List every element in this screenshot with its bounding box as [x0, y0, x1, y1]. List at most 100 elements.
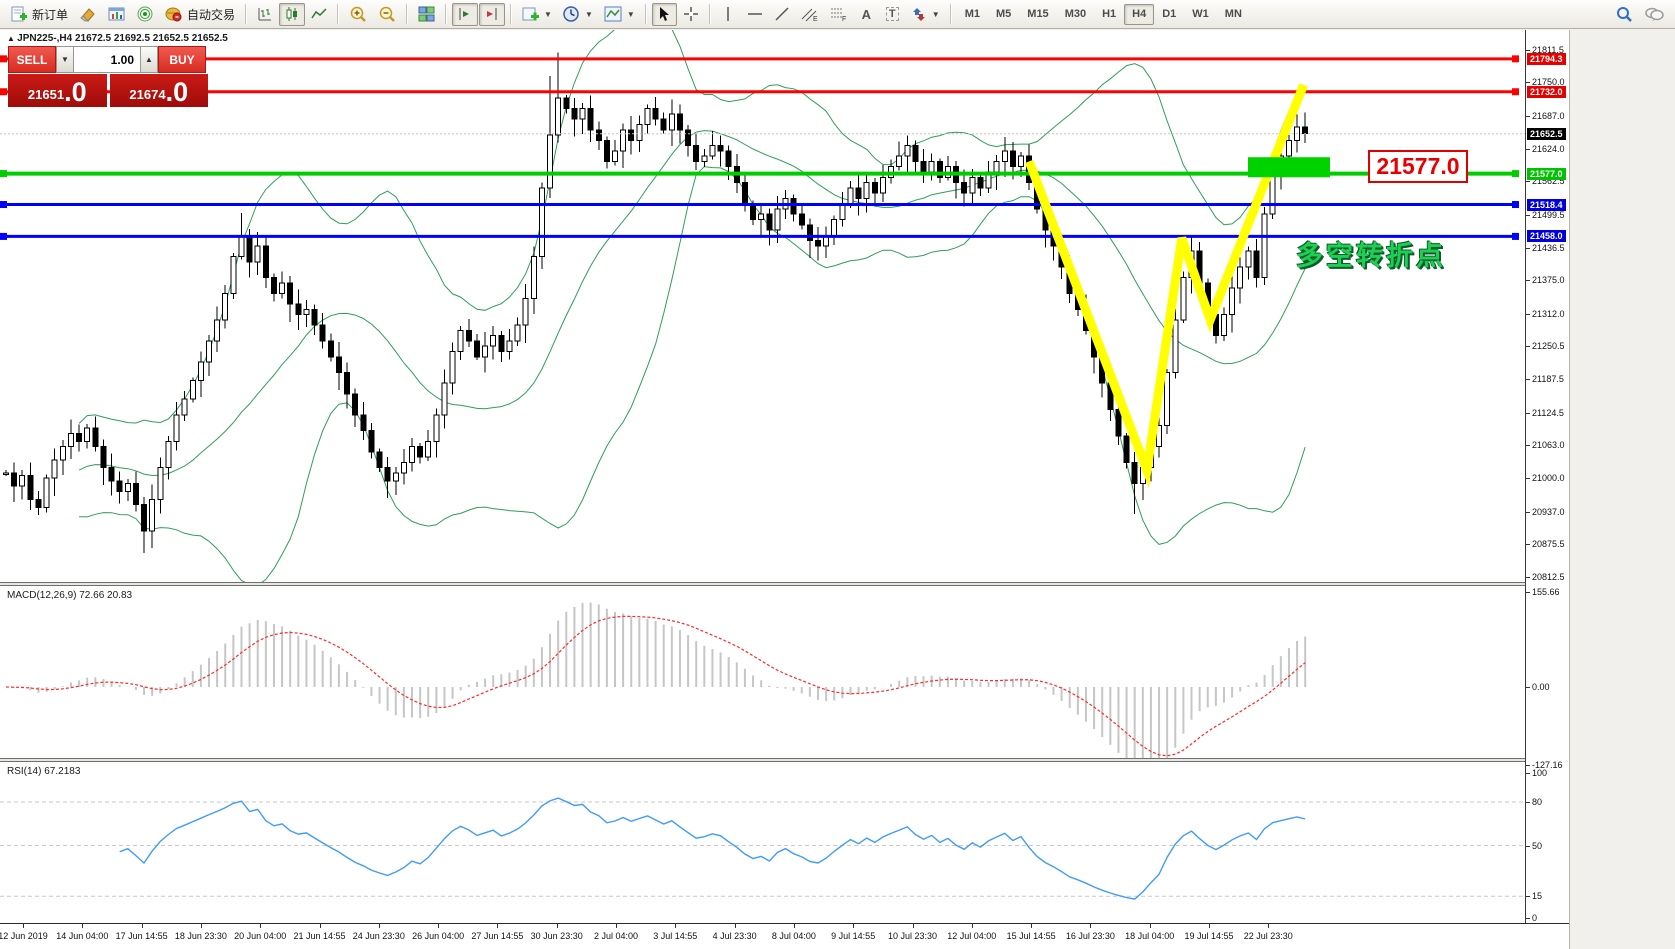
zoom-out-button[interactable]: [373, 3, 401, 26]
timeframe-button-d1[interactable]: D1: [1162, 8, 1177, 20]
tick-mark: [1526, 444, 1530, 446]
text-button[interactable]: A: [854, 3, 879, 26]
tick-mark: [1031, 924, 1033, 928]
zoom-in-button[interactable]: [344, 3, 372, 26]
tick-mark: [1526, 412, 1530, 414]
periods-button[interactable]: ▼: [558, 3, 598, 26]
tick-mark: [200, 924, 202, 928]
volume-decrease-button[interactable]: ▼: [56, 46, 74, 73]
search-button[interactable]: [1610, 3, 1638, 26]
crosshair-button[interactable]: [678, 3, 704, 26]
price-tick: 21000.0: [1532, 473, 1565, 484]
price-tick: 21187.5: [1532, 374, 1564, 385]
trendline-button[interactable]: [769, 3, 795, 26]
right-gutter: [1569, 30, 1675, 949]
time-tick: 27 Jun 14:55: [471, 931, 524, 941]
text-label-button[interactable]: T: [880, 3, 905, 26]
volume-increase-button[interactable]: ▲: [140, 46, 158, 73]
collapse-triangle-icon[interactable]: ▲: [7, 34, 18, 43]
signal-button[interactable]: [132, 3, 159, 26]
tick-mark: [1526, 49, 1530, 51]
sell-price-display[interactable]: 21651.0: [8, 74, 107, 107]
rsi-tick: 80: [1532, 797, 1543, 807]
timeframe-button-m15[interactable]: M15: [1027, 8, 1049, 20]
chevron-down-icon: ▼: [626, 9, 635, 19]
price-tick: 21499.5: [1532, 209, 1565, 220]
text-label-icon: T: [885, 7, 899, 21]
vertical-line-icon: [722, 6, 734, 22]
tick-mark: [675, 924, 677, 928]
fibonacci-button[interactable]: F: [825, 3, 853, 26]
time-tick: 26 Jun 04:00: [412, 931, 465, 941]
tick-mark: [1526, 478, 1530, 480]
tick-mark: [23, 924, 24, 928]
time-tick: 3 Jul 14:55: [653, 931, 698, 941]
tick-mark: [438, 924, 440, 928]
toolbar-separator: [445, 4, 448, 24]
autotrade-button[interactable]: 自动交易: [160, 3, 240, 26]
macd-panel[interactable]: MACD(12,26,9) 72.66 20.83: [0, 586, 1525, 762]
channel-button[interactable]: E: [796, 3, 824, 26]
volume-input[interactable]: [74, 46, 140, 73]
timeframe-button-m30[interactable]: M30: [1064, 8, 1087, 20]
timeframe-button-m1[interactable]: M1: [964, 8, 980, 20]
templates-button[interactable]: ▼: [599, 3, 640, 26]
indicators-button[interactable]: ▼: [517, 3, 557, 26]
main-chart-panel[interactable]: ▲ JPN225-,H4 21672.5 21692.5 21652.5 216…: [0, 30, 1525, 582]
symbol-info: ▲ JPN225-,H4 21672.5 21692.5 21652.5 216…: [7, 33, 228, 44]
chart-shift-button[interactable]: [479, 2, 506, 26]
time-tick: 2 Jul 04:00: [593, 931, 639, 941]
timeframe-button-m5[interactable]: M5: [996, 8, 1012, 20]
new-chart-button[interactable]: [103, 3, 131, 26]
tick-mark: [1526, 313, 1530, 315]
tick-mark: [1090, 924, 1092, 928]
tick-mark: [971, 924, 973, 928]
chat-button[interactable]: [1639, 3, 1669, 26]
sell-button[interactable]: SELL: [8, 46, 56, 73]
time-tick: 12 Jun 2019: [0, 931, 48, 941]
macd-chart[interactable]: [0, 586, 1525, 762]
candlestick-chart[interactable]: [0, 30, 1525, 582]
line-chart-button[interactable]: [306, 3, 332, 26]
time-axis[interactable]: 12 Jun 2019 14 Jun 04:00 17 Jun 14:55 18 Ju…: [0, 923, 1569, 949]
price-level-annotation[interactable]: 21577.0: [1368, 150, 1468, 183]
timeframe-button-w1[interactable]: W1: [1192, 8, 1209, 20]
tick-mark: [1526, 379, 1530, 381]
price-tick: 20875.5: [1532, 538, 1565, 549]
toolbar-separator: [337, 4, 340, 24]
buy-button[interactable]: BUY: [158, 46, 206, 73]
rsi-tick: 100: [1532, 768, 1548, 778]
panel-splitter[interactable]: [0, 582, 1568, 586]
tick-mark: [1526, 773, 1530, 774]
arrows-button[interactable]: ▼: [906, 3, 945, 26]
timeframe-button-mn[interactable]: MN: [1224, 8, 1242, 20]
tick-mark: [1526, 764, 1530, 766]
tick-mark: [853, 924, 855, 928]
panel-splitter[interactable]: [0, 758, 1568, 762]
tile-windows-button[interactable]: [413, 3, 440, 26]
candlestick-button[interactable]: [279, 2, 306, 26]
indicators-icon: [522, 6, 540, 22]
timeframe-group: M1 M5 M15 M30 H1 H4 D1 W1 MN: [957, 3, 1250, 25]
auto-scroll-button[interactable]: [452, 2, 479, 26]
bar-chart-icon: [257, 6, 273, 22]
toolbar-separator: [708, 4, 711, 24]
rsi-chart[interactable]: [0, 762, 1525, 923]
vertical-line-button[interactable]: [716, 3, 741, 26]
new-order-button[interactable]: 新订单: [6, 3, 73, 26]
eraser-button[interactable]: [74, 3, 102, 26]
horizontal-line-button[interactable]: [742, 3, 768, 26]
turning-point-annotation[interactable]: 多空转折点: [1296, 241, 1446, 271]
price-axis[interactable]: 21811.5 21750.0 21687.0 21624.0 21562.5 21499…: [1525, 30, 1569, 923]
timeframe-button-h4[interactable]: H4: [1124, 3, 1155, 25]
one-click-trade-panel: SELL ▼ ▲ BUY 21651.0 21674.0: [8, 46, 208, 107]
horizontal-line-icon: [747, 6, 763, 22]
buy-price-display[interactable]: 21674.0: [109, 74, 208, 107]
timeframe-button-h1[interactable]: H1: [1102, 8, 1117, 20]
cursor-button[interactable]: [651, 2, 677, 26]
tick-mark: [1149, 924, 1151, 928]
bar-chart-button[interactable]: [252, 3, 278, 26]
price-tick: 21687.0: [1532, 110, 1565, 121]
rsi-panel[interactable]: RSI(14) 67.2183: [0, 762, 1525, 923]
time-tick: 8 Jul 04:00: [771, 931, 816, 941]
